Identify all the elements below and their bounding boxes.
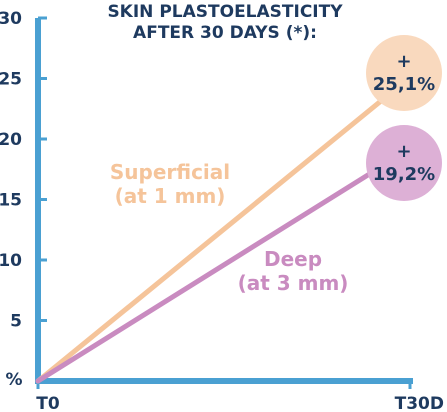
y-tick-label: 10 bbox=[0, 251, 22, 271]
value-badge-sign-1: + bbox=[396, 141, 411, 162]
series-label-1: Deep bbox=[264, 247, 322, 271]
value-badge-sign-0: + bbox=[396, 51, 411, 72]
y-tick-label: 15 bbox=[0, 191, 22, 211]
series-label-1: (at 3 mm) bbox=[238, 271, 349, 295]
series-line-1 bbox=[35, 146, 413, 384]
x-tick-label: T30D bbox=[395, 394, 444, 412]
series-label-0: Superficial bbox=[110, 160, 230, 184]
chart-title-line-1: SKIN PLASTOELASTICITY bbox=[107, 2, 343, 22]
y-tick-label: 5 bbox=[10, 312, 22, 332]
series-label-0: (at 1 mm) bbox=[115, 184, 226, 208]
y-tick-label: 20 bbox=[0, 130, 22, 150]
series-line-0 bbox=[35, 74, 413, 384]
chart-title-line-2: AFTER 30 DAYS (*): bbox=[133, 23, 317, 43]
value-badge-text-0: 25,1% bbox=[373, 74, 435, 95]
y-axis-label: % bbox=[5, 370, 22, 390]
value-badge-text-1: 19,2% bbox=[373, 164, 435, 185]
y-tick-label: 30 bbox=[0, 9, 22, 29]
value-badge-1 bbox=[366, 125, 442, 201]
value-badge-0 bbox=[366, 35, 442, 111]
y-tick-label: 25 bbox=[0, 70, 22, 90]
x-tick-label: T0 bbox=[36, 394, 60, 412]
